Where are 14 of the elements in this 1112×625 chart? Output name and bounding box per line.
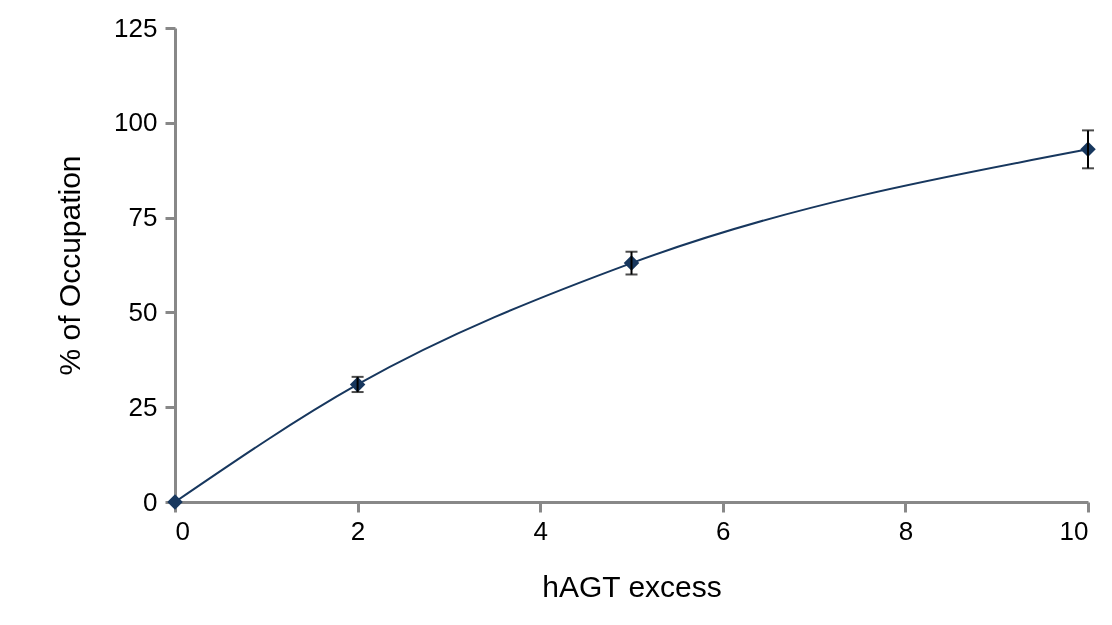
y-tick-label: 125: [114, 12, 158, 43]
x-tick-label: 6: [716, 515, 731, 546]
x-tick-label: 8: [898, 515, 914, 546]
y-tick-label: 100: [114, 107, 158, 138]
y-tick-label: 50: [128, 296, 158, 327]
x-axis-title: hAGT excess: [542, 569, 722, 603]
y-tick-label: 25: [128, 391, 158, 422]
x-tick-label: 4: [533, 515, 548, 546]
y-axis-title: % of Occupation: [53, 155, 87, 376]
y-tick-label: 75: [128, 202, 158, 233]
x-tick-label: 10: [1059, 515, 1089, 546]
y-tick-label: 0: [143, 486, 158, 517]
x-tick-label: 0: [175, 515, 190, 546]
x-tick-label: 2: [350, 515, 366, 546]
